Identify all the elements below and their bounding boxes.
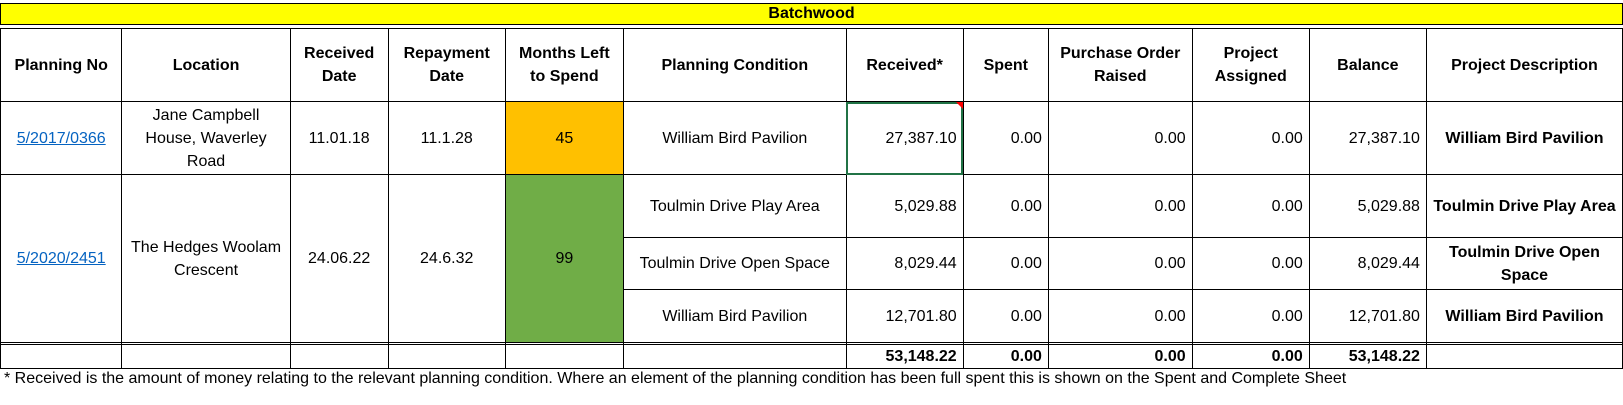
received-value: 27,387.10 (885, 129, 957, 147)
empty-cell[interactable] (387, 344, 506, 369)
header-received-date[interactable]: Received Date (289, 28, 389, 102)
project-assigned-cell[interactable]: 0.00 (1191, 101, 1310, 175)
total-balance-cell[interactable]: 53,148.22 (1308, 344, 1427, 369)
empty-cell[interactable] (504, 344, 624, 369)
footnote: * Received is the amount of money relati… (4, 370, 1347, 387)
po-raised-cell[interactable]: 0.00 (1047, 101, 1193, 175)
s106-table: Planning No Location Received Date Repay… (0, 28, 1623, 369)
total-project-assigned-cell[interactable]: 0.00 (1191, 344, 1310, 369)
repayment-date-cell[interactable]: 24.6.32 (387, 174, 506, 343)
project-description-cell[interactable]: William Bird Pavilion (1425, 101, 1623, 175)
total-po-raised-cell[interactable]: 0.00 (1047, 344, 1193, 369)
received-cell[interactable]: 8,029.44 (845, 237, 964, 290)
empty-cell[interactable] (0, 344, 123, 369)
table-row: Toulmin Drive Open Space 8,029.44 0.00 0… (1, 237, 1623, 290)
empty-cell[interactable] (289, 344, 389, 369)
months-left-cell[interactable]: 99 (504, 174, 624, 343)
po-raised-cell[interactable]: 0.00 (1047, 237, 1193, 290)
balance-cell[interactable]: 12,701.80 (1308, 289, 1427, 343)
location-cell[interactable]: The Hedges Woolam Crescent (121, 174, 291, 343)
header-row: Planning No Location Received Date Repay… (0, 28, 1623, 102)
received-cell-selected[interactable]: 27,387.10 (845, 101, 964, 175)
header-project-assigned[interactable]: Project Assigned (1191, 28, 1310, 102)
months-left-cell[interactable]: 45 (504, 101, 624, 175)
spent-cell[interactable]: 0.00 (962, 101, 1049, 175)
header-planning-condition[interactable]: Planning Condition (622, 28, 847, 102)
header-months-left[interactable]: Months Left to Spend (504, 28, 624, 102)
header-project-description[interactable]: Project Description (1425, 28, 1623, 102)
received-cell[interactable]: 12,701.80 (845, 289, 964, 343)
project-description-cell[interactable]: Toulmin Drive Open Space (1425, 237, 1623, 290)
spent-cell[interactable]: 0.00 (962, 174, 1049, 238)
header-balance[interactable]: Balance (1308, 28, 1427, 102)
header-planning-no[interactable]: Planning No (0, 28, 123, 102)
balance-cell[interactable]: 27,387.10 (1308, 101, 1427, 175)
totals-row: 53,148.22 0.00 0.00 0.00 53,148.22 (0, 344, 1623, 369)
total-spent-cell[interactable]: 0.00 (962, 344, 1049, 369)
planning-condition-cell[interactable]: William Bird Pavilion (622, 289, 847, 343)
repayment-date-cell[interactable]: 11.1.28 (387, 101, 506, 175)
header-repayment-date[interactable]: Repayment Date (387, 28, 506, 102)
empty-cell[interactable] (622, 344, 847, 369)
project-assigned-cell[interactable]: 0.00 (1191, 289, 1310, 343)
header-po-raised[interactable]: Purchase Order Raised (1047, 28, 1193, 102)
header-received[interactable]: Received* (845, 28, 964, 102)
planning-no-link[interactable]: 5/2017/0366 (16, 129, 106, 147)
balance-cell[interactable]: 8,029.44 (1308, 237, 1427, 290)
spent-cell[interactable]: 0.00 (962, 289, 1049, 343)
planning-no-link[interactable]: 5/2020/2451 (16, 250, 106, 267)
received-date-cell[interactable]: 11.01.18 (289, 101, 389, 175)
table-row: 5/2017/0366 Jane Campbell House, Waverle… (0, 101, 1623, 175)
header-location[interactable]: Location (121, 28, 291, 102)
planning-condition-cell[interactable]: William Bird Pavilion (622, 101, 847, 175)
table-row: 5/2020/2451 The Hedges Woolam Crescent 2… (0, 174, 1623, 343)
comment-indicator-icon (955, 102, 963, 109)
received-cell[interactable]: 5,029.88 (845, 174, 964, 238)
sheet-title-banner[interactable]: Batchwood (0, 3, 1623, 25)
planning-condition-cell[interactable]: Toulmin Drive Open Space (622, 237, 847, 290)
empty-cell[interactable] (121, 344, 291, 369)
po-raised-cell[interactable]: 0.00 (1047, 289, 1193, 343)
location-cell[interactable]: Jane Campbell House, Waverley Road (121, 101, 291, 175)
project-assigned-cell[interactable]: 0.00 (1191, 237, 1310, 290)
project-description-cell[interactable]: William Bird Pavilion (1425, 289, 1623, 343)
total-received-cell[interactable]: 53,148.22 (845, 344, 964, 369)
balance-cell[interactable]: 5,029.88 (1308, 174, 1427, 238)
received-date-cell[interactable]: 24.06.22 (289, 174, 389, 343)
empty-cell[interactable] (1425, 344, 1623, 369)
header-spent[interactable]: Spent (962, 28, 1049, 102)
spent-cell[interactable]: 0.00 (962, 237, 1049, 290)
project-assigned-cell[interactable]: 0.00 (1191, 174, 1310, 238)
project-description-cell[interactable]: Toulmin Drive Play Area (1425, 174, 1623, 238)
po-raised-cell[interactable]: 0.00 (1047, 174, 1193, 238)
planning-condition-cell[interactable]: Toulmin Drive Play Area (622, 174, 847, 238)
